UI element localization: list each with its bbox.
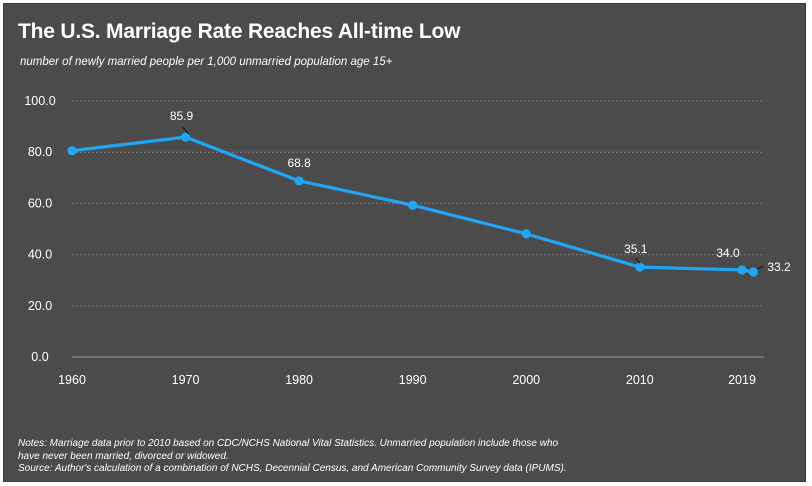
chart-panel: The U.S. Marriage Rate Reaches All-time … [3,3,806,482]
y-tick-label: 20.0 [28,299,52,313]
x-tick-label: 1960 [58,373,86,387]
y-tick-label: 60.0 [28,196,52,210]
data-label-2020: 33.2 [767,260,791,274]
data-label-1970: 85.9 [170,109,194,123]
x-tick-label: 2010 [626,373,654,387]
data-point-2020 [748,267,758,277]
data-point-1990 [408,200,418,210]
notes-line-2: have never been married, divorced or wid… [18,450,229,462]
chart-subtitle: number of newly married people per 1,000… [20,56,393,68]
data-labels: 85.9 68.8 35.1 34.0 33.2 [170,109,791,274]
data-point-2019 [737,265,747,275]
data-label-2010: 35.1 [624,242,648,256]
chart-notes: Notes: Marriage data prior to 2010 based… [18,438,718,476]
y-tick-label: 40.0 [28,248,52,262]
data-label-2019: 34.0 [716,246,740,260]
data-point-1960 [67,146,77,156]
x-axis: 1960 1970 1980 1990 2000 2010 2019 [58,356,764,387]
y-tick-label: 0.0 [31,350,48,364]
series-line [70,135,755,274]
source-line: Source: Author's calculation of a combin… [18,463,567,474]
x-tick-label: 1990 [399,373,427,387]
y-axis: 0.0 20.0 40.0 60.0 80.0 100.0 [24,94,55,364]
y-tick-label: 80.0 [28,145,52,159]
data-point-1970 [180,132,191,142]
x-tick-label: 1970 [172,373,200,387]
y-tick-label: 100.0 [24,94,55,108]
gridlines [72,100,764,307]
label-leader-line [182,126,189,135]
data-point-2000 [521,229,531,239]
notes-line-1: Notes: Marriage data prior to 2010 based… [18,438,559,449]
series-marriage-rate [67,132,758,277]
label-leader-line [635,257,641,264]
data-point-1980 [294,176,304,186]
data-label-1980: 68.8 [287,156,311,170]
x-tick-label: 2019 [728,373,756,387]
line-chart: 0.0 20.0 40.0 60.0 80.0 100.0 1960 1970 1980 199… [24,94,791,387]
x-tick-label: 1980 [285,373,313,387]
label-leader-line [757,265,764,270]
x-tick-label: 2000 [512,373,540,387]
data-point-2010 [635,262,645,272]
chart-title: The U.S. Marriage Rate Reaches All-time … [18,20,461,43]
